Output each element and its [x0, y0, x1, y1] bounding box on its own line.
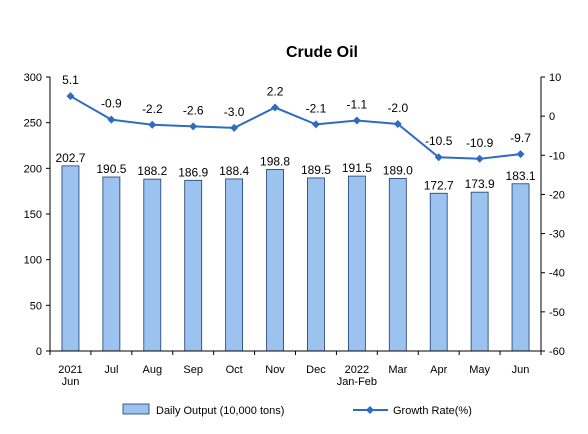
line-point	[189, 122, 198, 131]
x-tick-label: Jun	[62, 376, 80, 388]
bar-data-label: 198.8	[260, 154, 290, 168]
line-data-label: -1.1	[347, 97, 368, 111]
bar-data-label: 183.1	[506, 169, 536, 183]
x-tick-label: 2021	[58, 364, 82, 376]
line-point	[311, 120, 320, 129]
bar	[388, 177, 407, 352]
x-tick-label: May	[469, 364, 490, 376]
legend-bar-swatch	[122, 403, 150, 415]
line-series: 5.1-0.9 -2.2 -2.6 -3.02.2-2.1 -1.1 -2.0-10.5-…	[62, 73, 531, 163]
left-tick-label: 200	[24, 163, 42, 175]
legend-bar-label: Daily Output (10,000 tons)	[156, 405, 284, 417]
bar-data-label: 189.0	[383, 163, 413, 177]
x-tick-label: Nov	[265, 364, 285, 376]
line-data-label: -3.0	[224, 105, 245, 119]
bar	[266, 169, 284, 352]
left-tick-label: 0	[36, 346, 42, 358]
bar-data-label: 173.9	[465, 177, 495, 191]
bar	[347, 175, 366, 352]
x-tick-label: 2022	[345, 364, 369, 376]
bar	[470, 191, 489, 352]
bar	[307, 177, 325, 352]
line-point	[352, 116, 361, 125]
bar	[61, 165, 80, 352]
bar	[102, 176, 121, 352]
legend: Daily Output (10,000 tons) Growth Rate(%)	[122, 403, 472, 417]
x-tick-label: Jul	[104, 364, 118, 376]
bar	[429, 192, 448, 352]
line-data-label: -9.7	[510, 131, 531, 145]
bar	[511, 183, 530, 352]
right-tick-label: -30	[549, 229, 565, 241]
left-tick-label: 300	[24, 72, 42, 84]
right-tick-label: -40	[549, 268, 565, 280]
line-point	[516, 150, 525, 159]
x-tick-label: Dec	[306, 364, 326, 376]
right-tick-label: -60	[549, 346, 565, 358]
bar-data-label: 172.7	[424, 178, 454, 192]
bar-data-label: 188.2	[137, 164, 167, 178]
line-data-label: -10.9	[466, 136, 494, 150]
right-tick-label: -50	[549, 307, 565, 319]
bar-data-label: 188.4	[219, 164, 249, 178]
line-point	[271, 103, 280, 112]
line-data-label: -2.6	[183, 103, 204, 117]
x-tick-label: Mar	[388, 364, 407, 376]
right-tick-label: -10	[549, 150, 565, 162]
legend-line-label: Growth Rate(%)	[393, 405, 472, 417]
right-tick-label: 10	[549, 72, 561, 84]
legend-line-marker	[366, 406, 374, 414]
line-point	[148, 120, 157, 129]
left-tick-label: 50	[30, 300, 42, 312]
bar-data-label: 191.5	[342, 161, 372, 175]
right-tick-label: 0	[549, 111, 555, 123]
x-tick-label: Jan-Feb	[337, 376, 377, 388]
line-point	[393, 119, 402, 128]
bar-data-label: 189.5	[301, 163, 331, 177]
line-point	[434, 153, 443, 162]
line-data-label: -10.5	[425, 134, 453, 148]
bar	[143, 178, 162, 352]
bar-data-label: 190.5	[96, 162, 126, 176]
line-data-label: -2.2	[142, 102, 163, 116]
axes: 0 50 100 150 200 250 300 -60 -50 -40 -30 -20 -10 0 10 2…	[24, 72, 565, 388]
x-tick-label: Sep	[183, 364, 203, 376]
x-tick-label: Aug	[143, 364, 163, 376]
growth-rate-line	[69, 95, 521, 160]
bar-data-label: 186.9	[178, 165, 208, 179]
line-point	[66, 92, 75, 101]
left-tick-label: 150	[24, 209, 42, 221]
line-point	[475, 154, 484, 163]
line-data-label: -0.9	[101, 97, 122, 111]
x-tick-label: Apr	[430, 364, 447, 376]
bar-data-label: 202.7	[55, 151, 85, 165]
x-tick-label: Oct	[226, 364, 243, 376]
bar	[184, 179, 203, 352]
line-point	[107, 115, 116, 124]
bar-series: 202.7 190.5 188.2 186.9 188.4 198.8 189.5 191.5…	[55, 151, 536, 352]
left-tick-label: 250	[24, 118, 42, 130]
bar	[225, 178, 244, 352]
right-tick-label: -20	[549, 189, 565, 201]
x-tick-label: Jun	[512, 364, 530, 376]
line-data-label: -2.0	[387, 101, 408, 115]
line-data-label: 2.2	[267, 85, 284, 99]
line-point	[230, 123, 239, 132]
left-tick-label: 100	[24, 255, 42, 267]
line-data-label: 5.1	[62, 73, 79, 87]
chart-title: Crude Oil	[286, 44, 358, 61]
line-data-label: -2.1	[306, 101, 327, 115]
